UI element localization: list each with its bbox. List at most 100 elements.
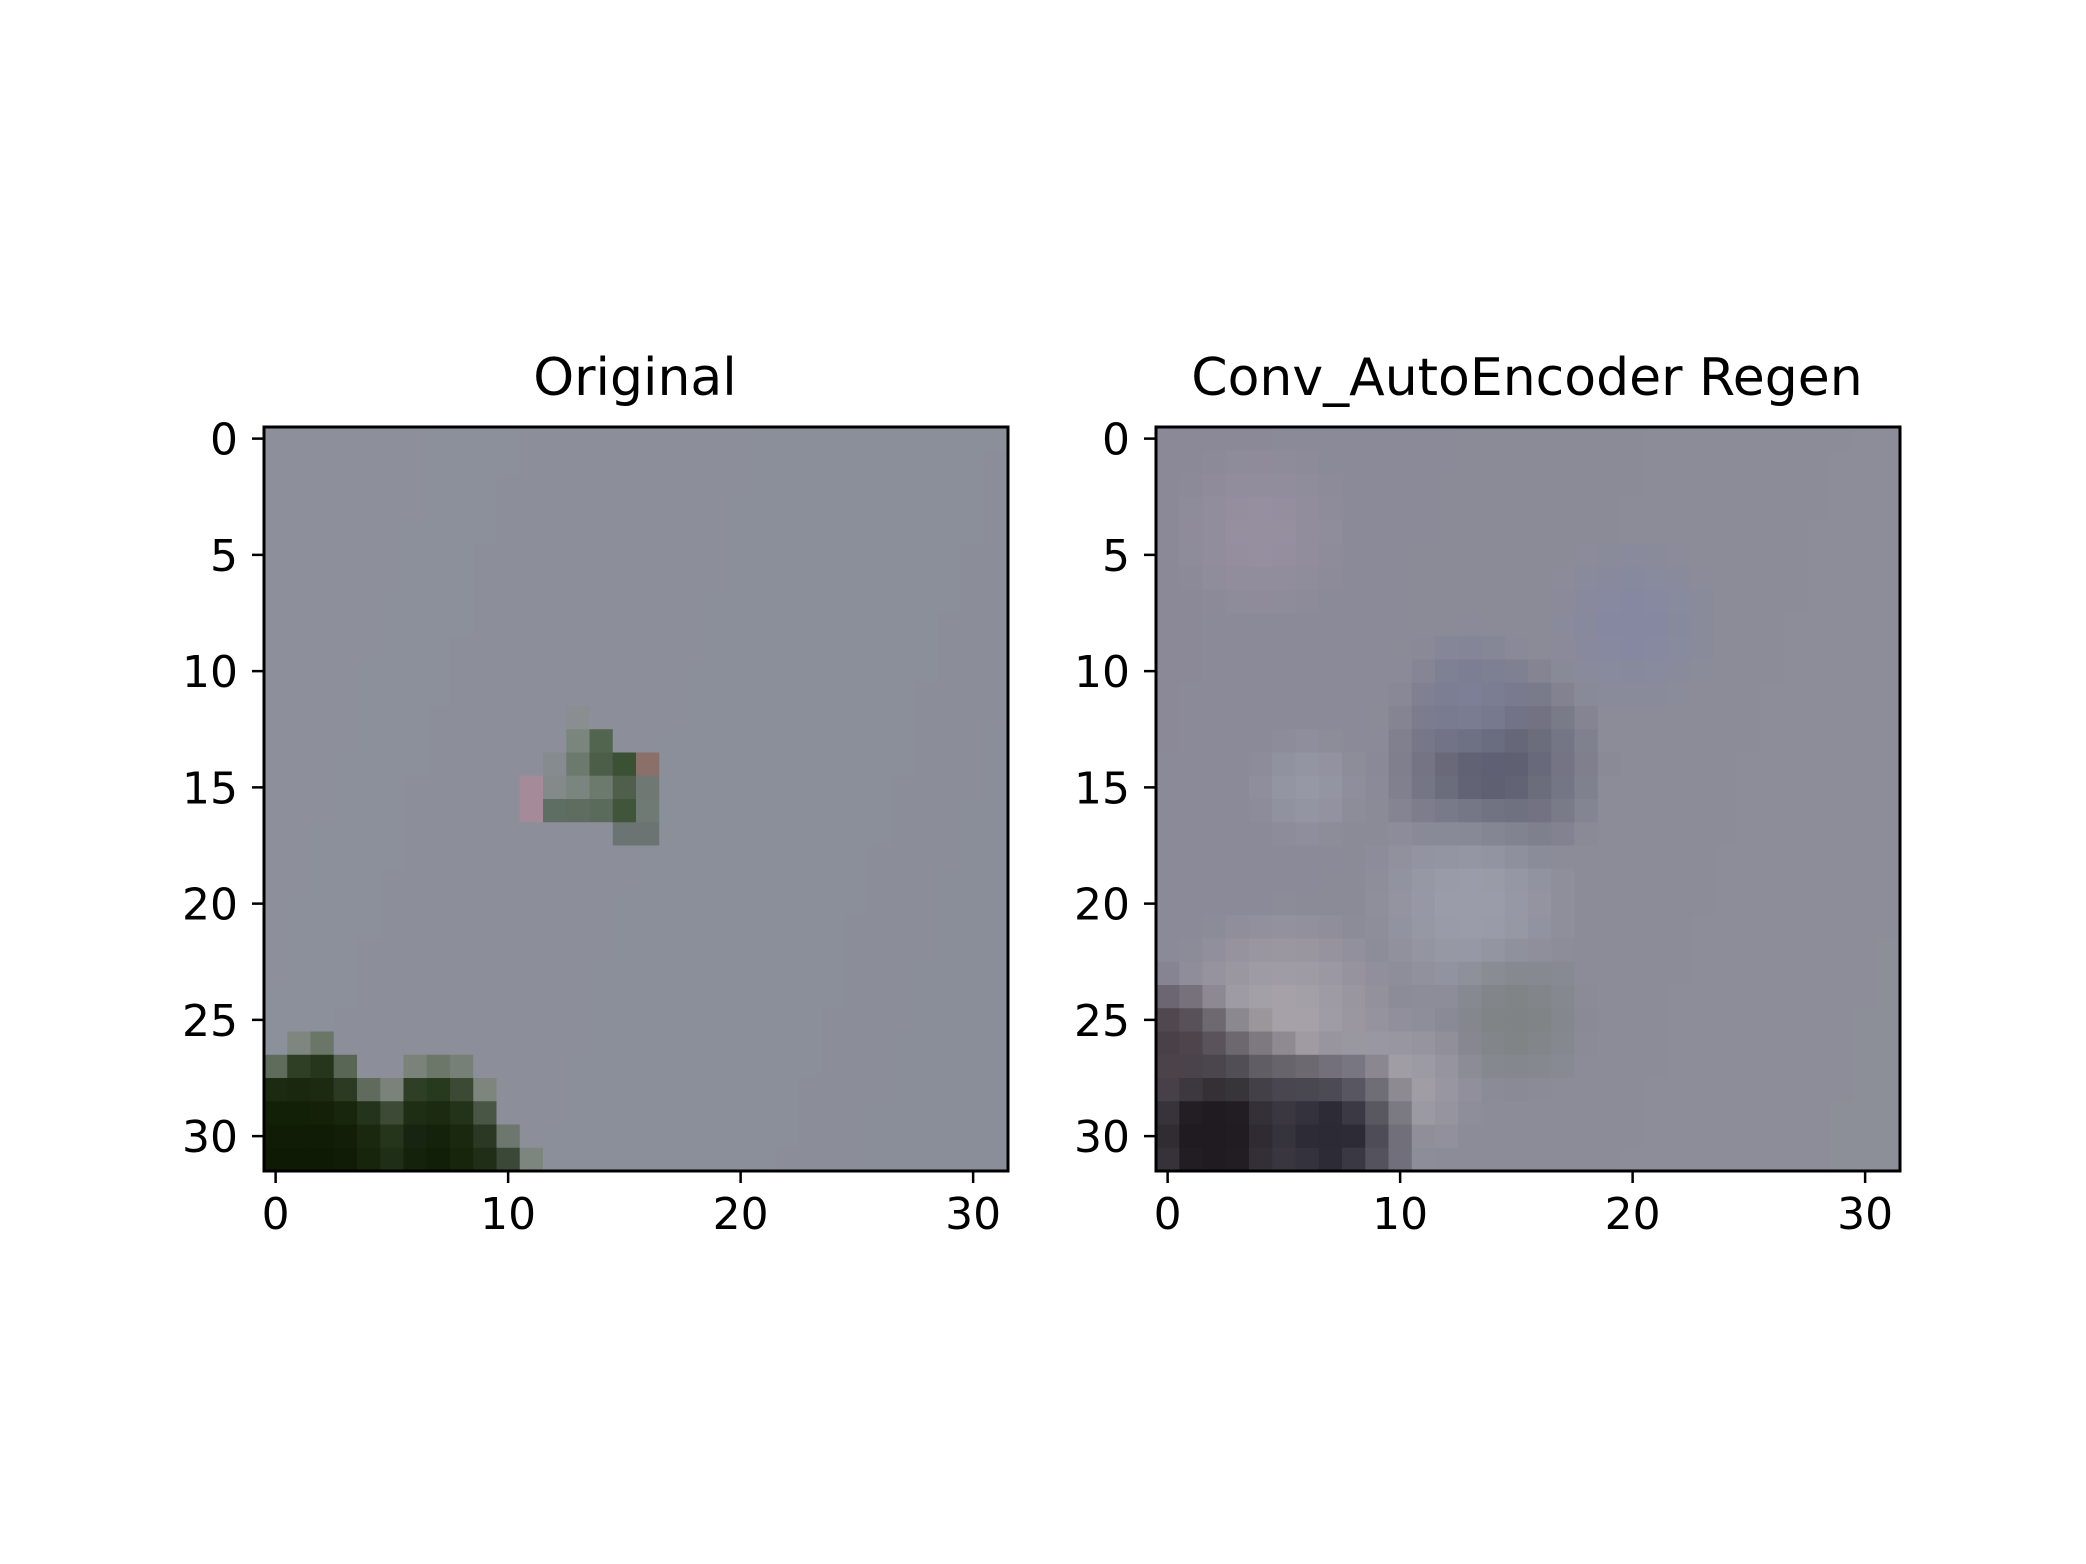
image-pixel: [1644, 868, 1669, 893]
image-pixel: [705, 1008, 730, 1033]
image-pixel: [1481, 427, 1506, 451]
image-pixel: [938, 636, 963, 661]
image-pixel: [1644, 938, 1669, 963]
image-pixel: [450, 938, 474, 963]
image-pixel: [1644, 659, 1669, 684]
image-pixel: [1690, 845, 1715, 870]
image-pixel: [1481, 892, 1506, 916]
x-tick-label: 0: [262, 1189, 290, 1240]
image-pixel: [1597, 799, 1622, 823]
image-pixel: [1528, 915, 1552, 940]
image-pixel: [1272, 543, 1297, 568]
image-pixel: [566, 985, 591, 1009]
image-pixel: [1621, 706, 1645, 730]
image-pixel: [519, 729, 544, 754]
image-pixel: [1737, 775, 1762, 800]
image-pixel: [1807, 1008, 1831, 1033]
image-pixel: [1737, 450, 1762, 475]
image-pixel: [798, 427, 823, 451]
image-pixel: [775, 566, 800, 591]
image-pixel: [612, 450, 637, 475]
image-pixel: [1760, 1031, 1785, 1056]
image-pixel: [1690, 636, 1715, 661]
image-pixel: [682, 822, 707, 847]
image-pixel: [1249, 1078, 1273, 1102]
image-pixel: [822, 659, 846, 684]
image-pixel: [496, 473, 521, 498]
image-pixel: [1597, 1147, 1622, 1172]
image-pixel: [1156, 473, 1180, 498]
image-pixel: [659, 682, 684, 707]
image-pixel: [1807, 543, 1831, 568]
image-pixel: [612, 1101, 637, 1126]
image-pixel: [1783, 613, 1808, 637]
image-pixel: [1435, 450, 1459, 475]
image-pixel: [705, 985, 730, 1009]
image-pixel: [543, 938, 567, 963]
image-pixel: [426, 473, 451, 498]
image-pixel: [287, 659, 312, 684]
image-pixel: [589, 543, 614, 568]
image-pixel: [1272, 496, 1297, 521]
image-pixel: [543, 1054, 567, 1079]
image-pixel: [1225, 752, 1250, 777]
image-pixel: [1876, 1054, 1901, 1079]
image-pixel: [589, 1101, 614, 1126]
image-pixel: [1249, 822, 1273, 847]
image-pixel: [1318, 636, 1343, 661]
image-pixel: [1458, 520, 1483, 544]
image-pixel: [915, 1078, 939, 1102]
image-pixel: [543, 1124, 567, 1149]
image-pixel: [984, 1101, 1009, 1126]
image-pixel: [403, 1124, 428, 1149]
image-pixel: [1737, 845, 1762, 870]
image-pixel: [1690, 752, 1715, 777]
image-pixel: [705, 427, 730, 451]
image-pixel: [1411, 961, 1436, 986]
image-pixel: [891, 1008, 916, 1033]
image-pixel: [519, 706, 544, 730]
image-pixel: [705, 450, 730, 475]
image-pixel: [519, 496, 544, 521]
image-pixel: [333, 961, 358, 986]
image-pixel: [543, 799, 567, 823]
image-pixel: [403, 915, 428, 940]
image-pixel: [473, 566, 498, 591]
image-pixel: [380, 682, 405, 707]
image-pixel: [705, 659, 730, 684]
image-pixel: [1667, 636, 1692, 661]
image-pixel: [868, 566, 893, 591]
image-pixel: [1225, 799, 1250, 823]
image-pixel: [1528, 799, 1552, 823]
image-pixel: [1714, 1031, 1738, 1056]
image-pixel: [1388, 1124, 1413, 1149]
image-pixel: [1876, 822, 1901, 847]
image-pixel: [1435, 473, 1459, 498]
image-pixel: [938, 915, 963, 940]
image-pixel: [1179, 822, 1204, 847]
image-pixel: [636, 892, 660, 916]
image-pixel: [1714, 915, 1738, 940]
image-pixel: [775, 706, 800, 730]
image-pixel: [729, 613, 753, 637]
image-pixel: [984, 543, 1009, 568]
image-pixel: [612, 613, 637, 637]
image-pixel: [845, 1008, 870, 1033]
image-pixel: [496, 1054, 521, 1079]
image-pixel: [1690, 915, 1715, 940]
image-pixel: [915, 636, 939, 661]
image-pixel: [1318, 822, 1343, 847]
image-pixel: [1411, 1101, 1436, 1126]
image-pixel: [1783, 1031, 1808, 1056]
image-pixel: [1667, 450, 1692, 475]
image-pixel: [1714, 985, 1738, 1009]
image-pixel: [519, 589, 544, 614]
image-pixel: [1202, 473, 1227, 498]
image-pixel: [1342, 1101, 1366, 1126]
image-pixel: [845, 938, 870, 963]
image-pixel: [729, 822, 753, 847]
image-pixel: [1225, 706, 1250, 730]
image-pixel: [566, 729, 591, 754]
image-pixel: [1807, 613, 1831, 637]
image-pixel: [1667, 589, 1692, 614]
